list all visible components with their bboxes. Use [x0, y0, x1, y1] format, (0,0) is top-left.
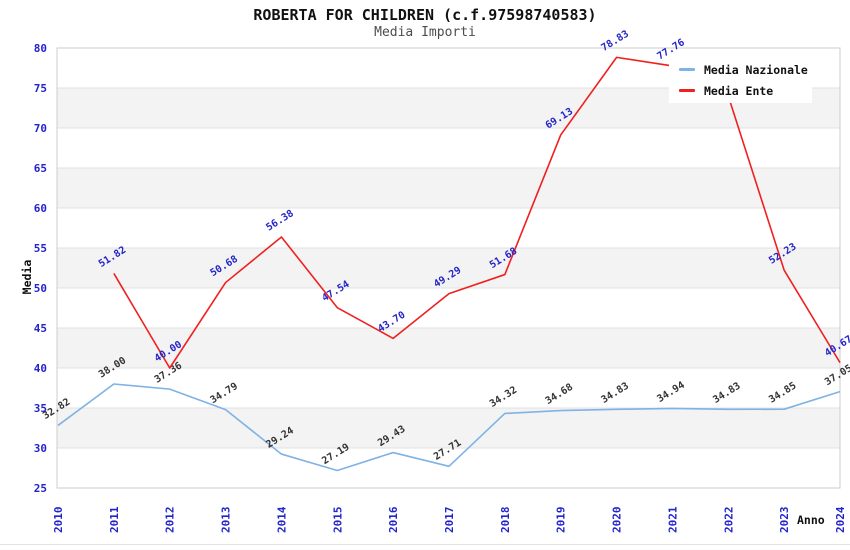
legend-item-media-ente[interactable]: Media Ente: [679, 80, 812, 101]
x-tick-label: 2010: [52, 507, 65, 534]
data-label: 34.68: [544, 382, 575, 407]
x-tick-label: 2012: [164, 507, 177, 534]
plot-band: [57, 248, 840, 288]
y-tick-label: 35: [34, 402, 47, 415]
x-axis-title: Anno: [797, 513, 825, 527]
legend-item-media-nazionale[interactable]: Media Nazionale: [679, 59, 812, 80]
y-tick-label: 40: [34, 362, 47, 375]
y-tick-label: 70: [34, 122, 47, 135]
data-label: 34.83: [711, 381, 742, 406]
plot-band: [57, 328, 840, 368]
legend-label-media-nazionale: Media Nazionale: [704, 62, 808, 77]
media-ente-line-swatch-icon: [679, 89, 695, 92]
y-tick-label: 80: [34, 42, 47, 55]
x-tick-label: 2022: [722, 507, 735, 534]
x-tick-label: 2015: [331, 507, 344, 534]
media-nazionale-line-swatch-icon: [679, 68, 695, 71]
x-tick-label: 2011: [108, 506, 121, 533]
x-tick-label: 2017: [443, 507, 456, 534]
y-tick-label: 45: [34, 322, 47, 335]
bottom-divider: [0, 544, 850, 545]
y-tick-label: 55: [34, 242, 47, 255]
y-axis-title: Media: [20, 259, 34, 295]
data-label: 34.79: [209, 381, 240, 406]
y-tick-label: 65: [34, 162, 47, 175]
plot-band: [57, 408, 840, 448]
data-label: 34.32: [488, 385, 519, 410]
y-tick-label: 25: [34, 482, 47, 495]
x-tick-label: 2013: [220, 507, 233, 534]
x-tick-label: 2020: [611, 507, 624, 534]
x-tick-label: 2024: [834, 506, 847, 533]
plot-border: [56, 47, 841, 489]
plot-band: [57, 168, 840, 208]
legend-label-media-ente: Media Ente: [704, 83, 774, 98]
x-tick-label: 2018: [499, 507, 512, 534]
y-tick-label: 50: [34, 282, 47, 295]
legend: Media Nazionale Media Ente: [669, 57, 812, 103]
data-label: 78.83: [600, 29, 631, 54]
x-tick-label: 2021: [666, 506, 679, 533]
x-tick-label: 2023: [778, 507, 791, 534]
x-tick-label: 2016: [387, 506, 400, 533]
x-tick-label: 2019: [555, 507, 568, 534]
y-tick-label: 60: [34, 202, 47, 215]
y-tick-label: 75: [34, 82, 47, 95]
data-label: 56.38: [264, 208, 295, 233]
data-label: 34.94: [655, 380, 686, 405]
x-tick-label: 2014: [275, 506, 288, 533]
y-tick-label: 30: [34, 442, 47, 455]
data-label: 34.85: [767, 380, 798, 405]
chart-subtitle: Media Importi: [374, 25, 476, 40]
series-line-0: [57, 383, 841, 472]
chart-title: ROBERTA FOR CHILDREN (c.f.97598740583): [253, 6, 597, 24]
data-label: 34.83: [600, 381, 631, 406]
